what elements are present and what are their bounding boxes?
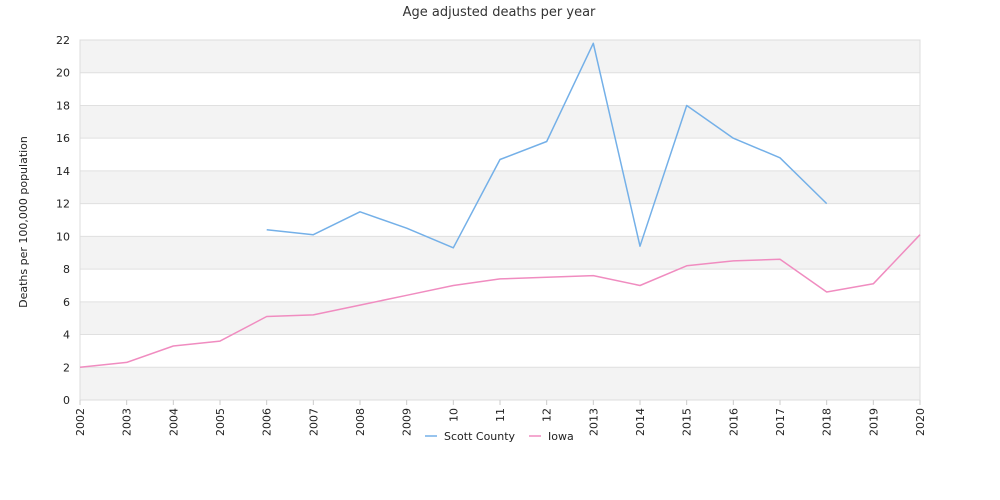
y-tick-label: 12 — [56, 198, 70, 211]
x-tick-label: 2020 — [914, 408, 927, 436]
y-tick-label: 4 — [63, 329, 70, 342]
legend-label: Scott County — [444, 430, 516, 443]
x-tick-label: 2018 — [821, 408, 834, 436]
x-tick-label: 11 — [494, 408, 507, 422]
y-tick-label: 10 — [56, 230, 70, 243]
y-tick-label: 8 — [63, 263, 70, 276]
series-line-scott-county — [266, 42, 828, 249]
y-axis-ticks: 0 2 4 6 8 10 12 14 16 18 20 22 — [56, 34, 70, 407]
grid-band — [80, 367, 920, 400]
x-tick-label: 2013 — [587, 408, 600, 436]
y-tick-label: 20 — [56, 67, 70, 80]
y-tick-label: 2 — [63, 361, 70, 374]
legend-label: Iowa — [548, 430, 574, 443]
x-tick-label: 2016 — [727, 408, 740, 436]
grid-band — [80, 301, 920, 335]
x-tick-label: 10 — [447, 408, 460, 422]
y-axis-label: Deaths per 100,000 population — [17, 136, 30, 308]
y-tick-label: 22 — [56, 34, 70, 47]
x-axis-ticks: 2002 2003 2004 2005 2006 2007 2008 2009 10 11 12 20… — [74, 400, 927, 436]
x-tick-label: 2008 — [354, 408, 367, 436]
series-line-iowa — [79, 234, 921, 369]
series-lines — [79, 42, 921, 369]
y-tick-label: 18 — [56, 99, 70, 112]
plot-area-border — [79, 39, 921, 401]
y-tick-label: 0 — [63, 394, 70, 407]
y-tick-label: 14 — [56, 165, 70, 178]
chart-title: Age adjusted deaths per year — [403, 5, 596, 20]
gridlines — [80, 39, 920, 401]
y-tick-label: 6 — [63, 296, 70, 309]
x-tick-label: 2009 — [401, 408, 414, 436]
x-tick-label: 2006 — [261, 408, 274, 436]
x-tick-label: 2017 — [774, 408, 787, 436]
x-tick-label: 2014 — [634, 408, 647, 436]
grid-bands — [80, 40, 920, 400]
legend: Scott County Iowa — [425, 430, 574, 443]
x-tick-label: 2004 — [167, 408, 180, 436]
x-tick-label: 2015 — [681, 408, 694, 436]
grid-band — [80, 170, 920, 204]
x-tick-label: 2007 — [307, 408, 320, 436]
grid-band — [80, 236, 920, 270]
grid-band — [80, 40, 920, 73]
x-tick-label: 2003 — [121, 408, 134, 436]
x-tick-label: 2005 — [214, 408, 227, 436]
x-tick-label: 2002 — [74, 408, 87, 436]
x-tick-label: 12 — [541, 408, 554, 422]
x-tick-label: 2019 — [867, 408, 880, 436]
grid-band — [80, 105, 920, 139]
y-tick-label: 16 — [56, 132, 70, 145]
